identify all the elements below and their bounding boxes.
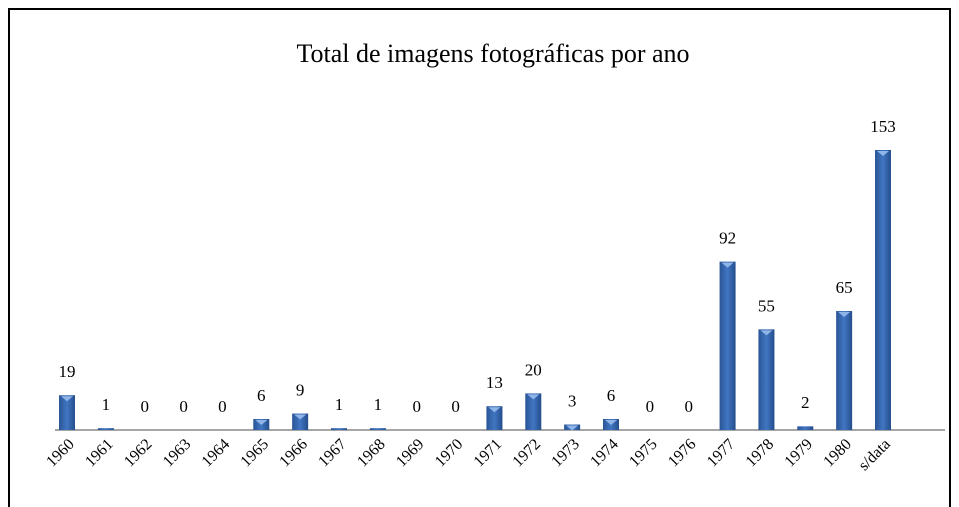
bar-highlight xyxy=(255,420,268,426)
bar-highlight xyxy=(527,394,540,400)
data-label: 65 xyxy=(836,278,853,297)
bar-highlight xyxy=(838,312,851,318)
data-label: 3 xyxy=(568,391,577,410)
bar xyxy=(369,428,386,430)
data-label: 1 xyxy=(335,395,344,414)
bar-highlight xyxy=(760,330,773,336)
bar xyxy=(758,329,775,430)
bar xyxy=(525,393,542,430)
bar-highlight xyxy=(605,420,617,426)
data-label: 0 xyxy=(684,397,693,416)
data-label: 92 xyxy=(719,229,736,248)
data-label: 6 xyxy=(257,386,266,405)
bar xyxy=(331,428,347,430)
bar xyxy=(97,428,114,430)
data-label: 6 xyxy=(607,386,616,405)
bar xyxy=(797,426,814,430)
data-label: 1 xyxy=(374,395,383,414)
data-label: 19 xyxy=(59,362,76,381)
data-label: 0 xyxy=(218,397,227,416)
data-label: 0 xyxy=(646,397,655,416)
chart-border xyxy=(8,8,951,507)
data-label: 20 xyxy=(525,360,542,379)
data-label: 0 xyxy=(412,397,421,416)
data-label: 0 xyxy=(140,397,149,416)
bar-highlight xyxy=(294,414,307,420)
data-label: 1 xyxy=(102,395,111,414)
data-label: 2 xyxy=(801,393,810,412)
data-label: 9 xyxy=(296,380,305,399)
data-label: 0 xyxy=(451,397,460,416)
bar-highlight xyxy=(61,396,73,402)
bar-highlight xyxy=(488,407,501,413)
bar xyxy=(292,413,309,430)
bar-highlight xyxy=(877,151,889,156)
bar xyxy=(719,261,736,430)
bar xyxy=(836,311,853,430)
chart-title: Total de imagens fotográficas por ano xyxy=(296,39,689,68)
bar xyxy=(875,150,891,430)
data-label: 153 xyxy=(870,117,896,136)
data-label: 13 xyxy=(486,373,503,392)
data-label: 55 xyxy=(758,296,775,315)
bar-highlight xyxy=(721,262,734,268)
data-label: 0 xyxy=(179,397,188,416)
bar xyxy=(59,395,75,430)
bar-highlight xyxy=(566,425,579,431)
bar xyxy=(486,406,503,430)
